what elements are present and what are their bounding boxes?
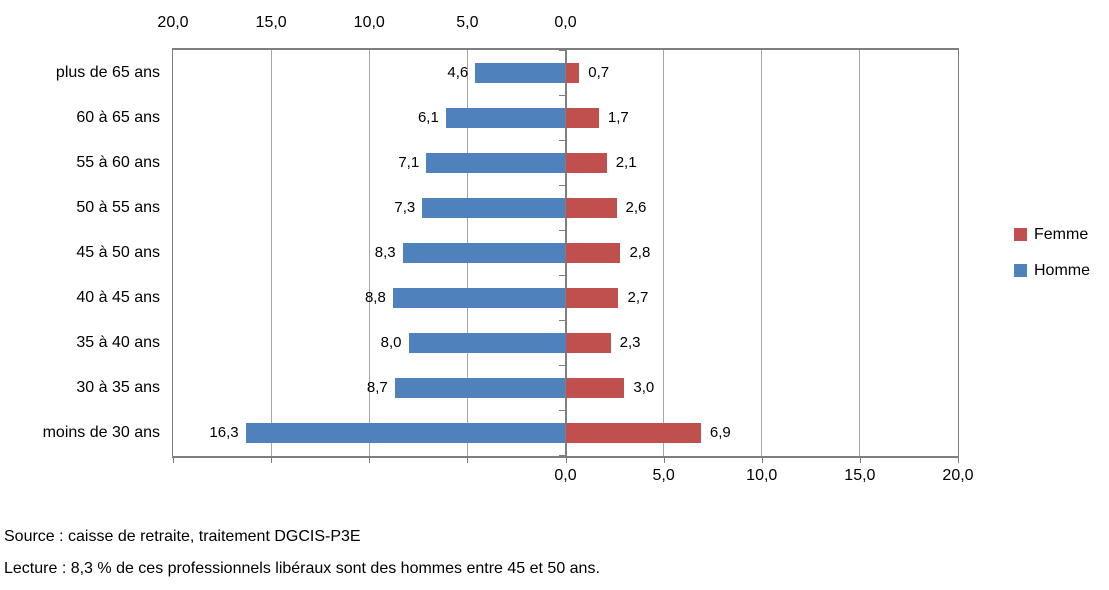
category-label: plus de 65 ans <box>55 63 160 81</box>
legend: Femme Homme <box>1014 226 1090 298</box>
homme-value-label: 8,0 <box>380 334 402 352</box>
bottom-axis-tick <box>467 458 469 463</box>
category-axis-tick <box>558 94 565 96</box>
femme-bar <box>565 243 621 263</box>
bottom-axis-tick <box>369 458 371 463</box>
vertical-gridline <box>270 50 272 456</box>
legend-label: Femme <box>1034 226 1089 243</box>
femme-bar <box>565 62 580 83</box>
legend-label: Homme <box>1034 262 1091 279</box>
bottom-axis-tick <box>859 458 861 463</box>
bottom-axis-tick <box>271 458 273 463</box>
femme-bar <box>565 107 599 128</box>
femme-value-label: 6,9 <box>709 424 731 442</box>
top-axis-tick-label: 5,0 <box>456 14 479 31</box>
homme-bar <box>422 197 566 218</box>
femme-value-label: 2,1 <box>615 153 637 171</box>
bottom-axis-tick-label: 20,0 <box>942 467 974 484</box>
femme-bar <box>565 197 617 218</box>
bottom-axis-tick <box>958 458 959 463</box>
bottom-axis-tick <box>663 458 665 463</box>
homme-value-label: 16,3 <box>209 424 239 442</box>
category-axis-tick <box>558 50 565 51</box>
femme-value-label: 3,0 <box>633 379 655 397</box>
femme-bar <box>565 423 701 444</box>
bottom-axis-tick <box>761 458 763 463</box>
homme-bar <box>426 152 566 173</box>
legend-entry-femme: Femme <box>1014 226 1090 243</box>
homme-bar <box>245 423 566 444</box>
source-note: Source : caisse de retraite, traitement … <box>4 528 361 545</box>
homme-value-label: 7,1 <box>398 153 420 171</box>
femme-bar <box>565 333 611 354</box>
category-axis-tick <box>558 229 565 231</box>
bottom-axis-tick <box>173 458 174 463</box>
vertical-gridline <box>663 50 665 456</box>
vertical-gridline <box>859 50 861 456</box>
legend-entry-homme: Homme <box>1014 262 1090 279</box>
category-label: moins de 30 ans <box>42 424 160 442</box>
homme-bar <box>408 333 566 354</box>
vertical-gridline <box>761 50 763 456</box>
category-axis-tick <box>558 455 565 456</box>
homme-value-label: 8,7 <box>366 379 388 397</box>
homme-value-label: 4,6 <box>447 63 469 81</box>
legend-swatch-icon <box>1014 264 1027 277</box>
legend-swatch-icon <box>1014 228 1027 241</box>
category-label: 30 à 35 ans <box>76 379 160 397</box>
top-axis-tick-label: 15,0 <box>255 14 287 31</box>
lecture-note: Lecture : 8,3 % de ces professionnels li… <box>4 560 600 577</box>
category-label: 45 à 50 ans <box>76 244 160 261</box>
femme-value-label: 2,7 <box>627 289 649 307</box>
homme-bar <box>392 288 566 309</box>
bottom-axis-tick-label: 0,0 <box>554 467 577 484</box>
category-label: 60 à 65 ans <box>76 108 160 126</box>
homme-bar <box>394 378 566 399</box>
category-axis-tick <box>558 320 565 322</box>
homme-bar <box>402 243 566 263</box>
category-axis-tick <box>558 410 565 412</box>
category-label: 40 à 45 ans <box>76 289 160 307</box>
homme-value-label: 6,1 <box>417 108 439 126</box>
femme-value-label: 2,6 <box>625 198 647 216</box>
femme-value-label: 0,7 <box>588 63 610 81</box>
category-axis-tick <box>558 275 565 277</box>
femme-value-label: 1,7 <box>607 108 629 126</box>
category-label: 35 à 40 ans <box>76 334 160 352</box>
top-axis-tick-label: 0,0 <box>554 14 577 31</box>
bottom-axis-tick <box>565 458 567 463</box>
category-label: 55 à 60 ans <box>76 153 160 171</box>
homme-bar <box>475 62 566 83</box>
top-axis-tick-label: 10,0 <box>353 14 385 31</box>
femme-bar <box>565 378 625 399</box>
homme-value-label: 8,3 <box>374 244 396 261</box>
bottom-axis-tick-label: 15,0 <box>844 467 876 484</box>
femme-bar <box>565 288 619 309</box>
femme-bar <box>565 152 607 173</box>
homme-value-label: 8,8 <box>364 289 386 307</box>
plot-area: 4,6 0,7 6,1 1,7 7,1 2,1 7,3 2,6 8,3 2,8 8,8 2,7 8,0 2… <box>172 48 959 458</box>
homme-bar <box>445 107 566 128</box>
category-axis-tick <box>558 365 565 367</box>
bottom-axis-tick-label: 10,0 <box>746 467 778 484</box>
bottom-axis-tick-label: 5,0 <box>652 467 675 484</box>
homme-value-label: 7,3 <box>394 198 416 216</box>
top-axis-tick-label: 20,0 <box>157 14 189 31</box>
category-label: 50 à 55 ans <box>76 198 160 216</box>
category-axis-tick <box>558 139 565 141</box>
vertical-gridline <box>368 50 370 456</box>
femme-value-label: 2,3 <box>619 334 641 352</box>
femme-value-label: 2,8 <box>629 244 651 261</box>
category-axis-tick <box>558 184 565 186</box>
